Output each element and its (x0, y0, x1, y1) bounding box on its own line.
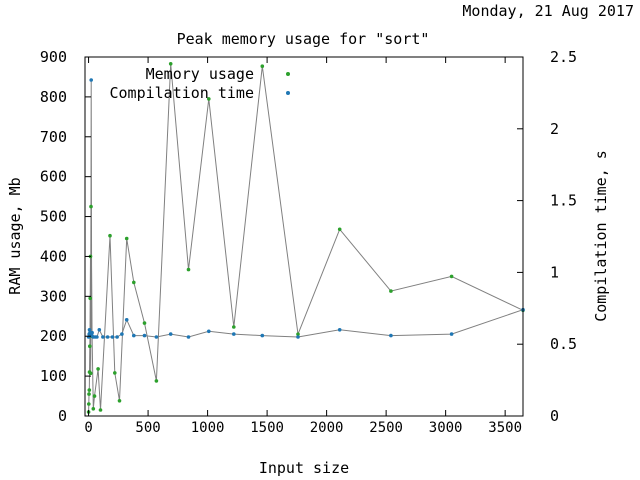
y2-tick-label: 0 (550, 407, 559, 425)
data-point-0-24 (186, 267, 191, 272)
data-point-1-22 (186, 335, 191, 339)
data-point-1-14 (110, 335, 115, 339)
data-point-0-9 (88, 371, 93, 376)
data-point-1-5 (89, 78, 93, 82)
x-tick-label: 0 (84, 420, 92, 436)
y2-tick-label: 2 (550, 120, 559, 138)
y-axis-label: RAM usage, Mb (6, 177, 24, 294)
data-point-0-23 (168, 62, 173, 66)
y2-tick-label: 1.5 (550, 192, 577, 210)
x-tick-label: 2000 (310, 420, 344, 436)
data-point-0-1 (87, 402, 91, 406)
y-tick-label: 700 (40, 128, 67, 146)
data-point-1-25 (260, 333, 265, 338)
y2-axis-label: Compilation time, s (592, 150, 610, 322)
data-point-1-2 (87, 328, 92, 332)
data-point-1-10 (95, 335, 99, 339)
data-point-1-23 (207, 329, 211, 334)
data-point-0-26 (232, 325, 236, 329)
y-tick-label: 200 (40, 327, 67, 345)
x-tick-label: 2500 (369, 420, 403, 436)
data-point-0-12 (91, 407, 96, 411)
y-axis: 0 100 200 300 400 500 600 700 800 900 (40, 48, 91, 425)
y2-tick-label: 0.5 (550, 335, 577, 353)
legend-marker (286, 72, 290, 76)
y-tick-label: 500 (40, 208, 67, 226)
date-label: Monday, 21 Aug 2017 (462, 2, 634, 20)
x-tick-label: 1500 (250, 420, 284, 436)
data-point-0-28 (296, 332, 300, 337)
data-point-1-21 (168, 332, 173, 336)
series-points (86, 62, 525, 414)
data-point-1-29 (449, 332, 454, 336)
data-point-1-12 (101, 335, 105, 339)
y-tick-label: 800 (40, 88, 67, 106)
x-tick-label: 3000 (429, 420, 463, 436)
x-tick-label: 1000 (191, 420, 225, 436)
y2-axis: 0 0.5 1 1.5 2 2.5 (517, 48, 577, 425)
data-point-0-30 (389, 289, 393, 293)
data-point-0-27 (260, 64, 265, 68)
data-point-0-18 (117, 399, 122, 403)
data-point-1-16 (120, 332, 124, 336)
y-tick-label: 0 (58, 407, 67, 425)
data-point-1-27 (337, 328, 342, 332)
data-point-0-10 (89, 204, 93, 209)
data-point-0-13 (92, 394, 97, 398)
data-point-1-11 (97, 328, 102, 332)
y2-tick-label: 1 (550, 263, 559, 281)
data-point-1-24 (232, 332, 236, 336)
data-point-0-7 (88, 296, 92, 301)
x-axis: 0 500 1000 1500 2000 2500 3000 3500 (84, 57, 522, 436)
y2-tick-label: 2.5 (550, 48, 577, 66)
data-point-0-25 (207, 97, 211, 101)
data-point-0-5 (88, 344, 92, 349)
x-tick-label: 3500 (488, 420, 522, 436)
legend-label: Compilation time (110, 84, 255, 102)
data-point-1-17 (124, 318, 129, 322)
data-point-0-21 (142, 321, 147, 325)
x-axis-label: Input size (259, 459, 349, 477)
plot-frame (84, 56, 524, 417)
data-point-0-2 (87, 392, 91, 396)
chart-title: Peak memory usage for "sort" (177, 30, 430, 48)
data-point-1-28 (389, 333, 393, 338)
legend-marker (286, 91, 290, 95)
data-point-1-26 (296, 335, 300, 339)
series-lines (88, 63, 524, 413)
data-point-0-19 (124, 236, 129, 241)
data-point-1-15 (115, 335, 119, 339)
series-line-0 (88, 63, 524, 413)
data-point-1-7 (90, 330, 94, 335)
series-line-1 (88, 79, 524, 338)
data-point-0-15 (98, 408, 103, 412)
data-point-0-16 (108, 233, 112, 238)
y-tick-label: 100 (40, 367, 67, 385)
data-point-0-14 (96, 367, 100, 371)
data-point-0-3 (87, 388, 92, 392)
data-point-0-17 (113, 371, 117, 375)
y-tick-label: 300 (40, 287, 67, 305)
y-tick-label: 400 (40, 247, 67, 265)
legend-label: Memory usage (146, 65, 254, 83)
x-tick-label: 500 (135, 420, 160, 436)
data-point-1-13 (105, 335, 110, 339)
data-point-0-20 (132, 280, 136, 285)
data-point-0-31 (449, 274, 454, 279)
data-point-1-18 (132, 333, 136, 338)
data-point-1-20 (154, 335, 159, 339)
y-tick-label: 900 (40, 48, 67, 66)
data-point-0-22 (154, 379, 159, 383)
data-point-0-29 (337, 227, 342, 232)
data-point-1-19 (142, 333, 147, 338)
y-tick-label: 600 (40, 168, 67, 186)
